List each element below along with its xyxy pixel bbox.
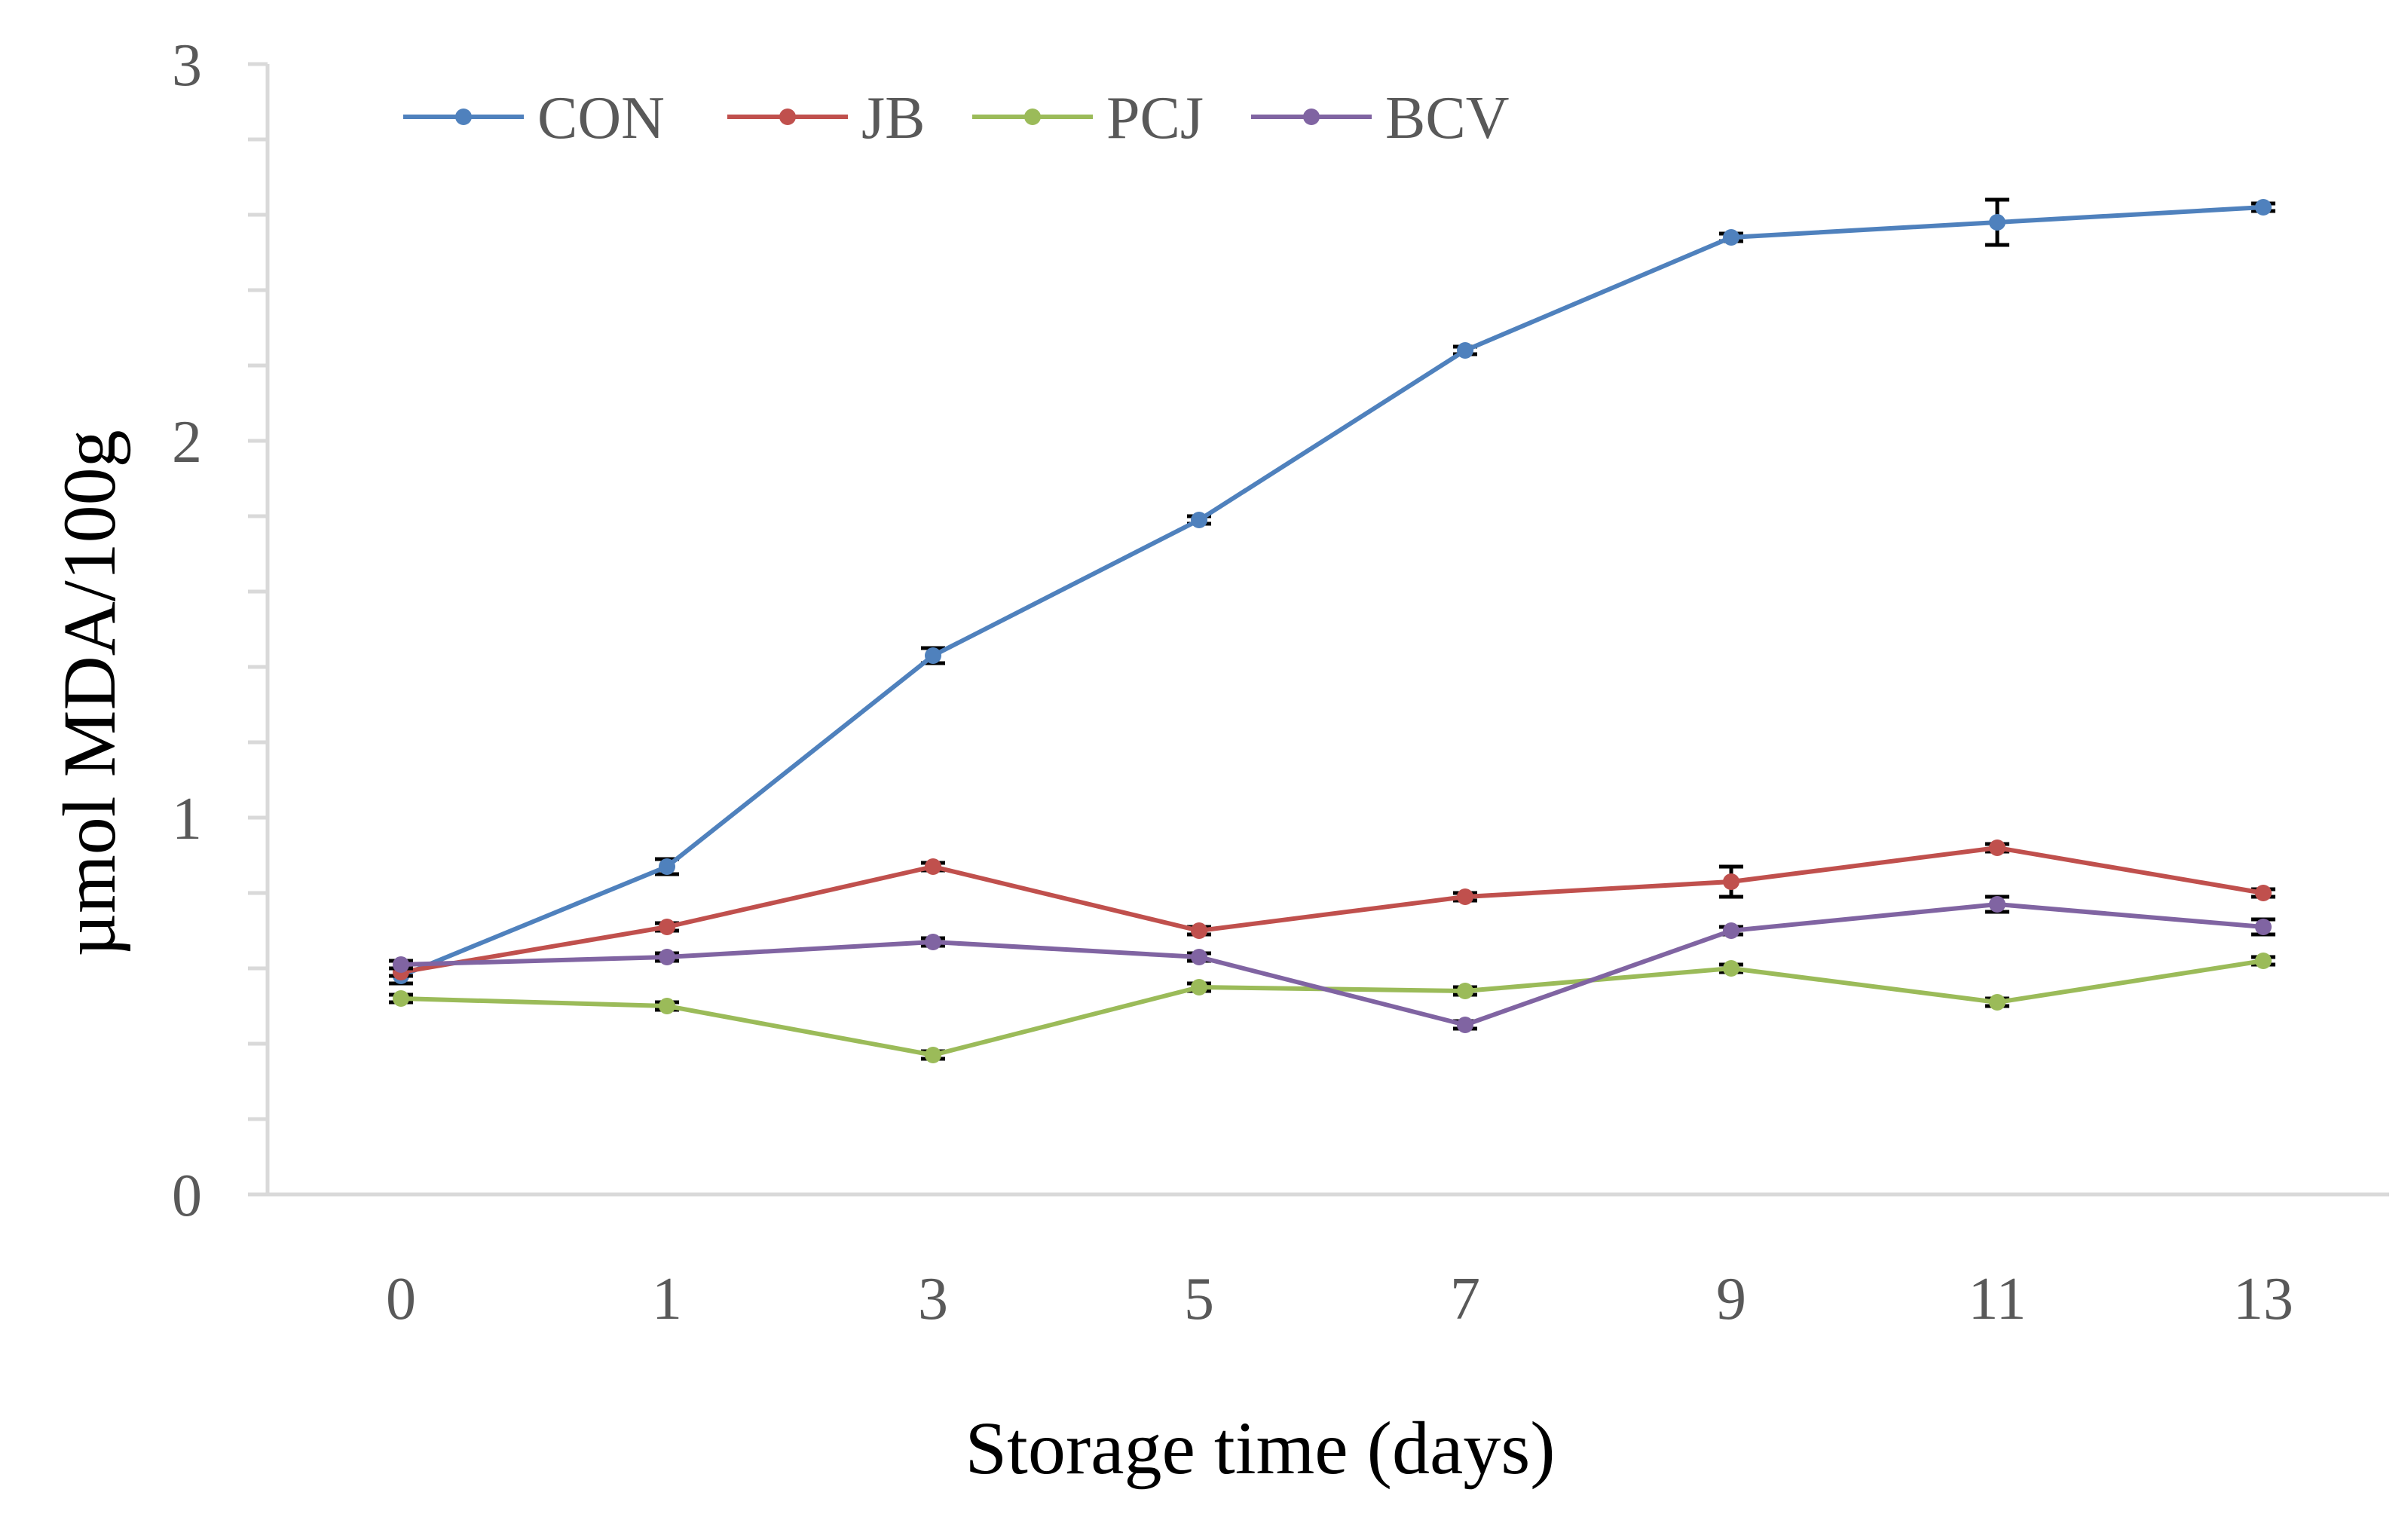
data-point: [1457, 888, 1473, 905]
data-point: [1989, 896, 2006, 913]
data-point: [659, 998, 675, 1014]
data-point: [1457, 342, 1473, 359]
data-point: [1723, 229, 1739, 246]
series-pcj: [389, 953, 2275, 1063]
x-tick-label: 11: [1968, 1266, 2026, 1332]
legend-label: CON: [537, 85, 665, 151]
data-point: [393, 990, 409, 1007]
data-point: [1989, 839, 2006, 856]
x-tick-label: 9: [1716, 1266, 1746, 1332]
series-con: [389, 197, 2275, 986]
data-point: [1191, 512, 1207, 528]
data-point: [2255, 199, 2272, 216]
legend: CON JB PCJ BCV: [403, 85, 1510, 151]
y-tick-label: 3: [172, 32, 202, 99]
data-point: [925, 934, 941, 950]
data-point: [1989, 214, 2006, 231]
data-point: [659, 858, 675, 875]
series-line: [399, 205, 2264, 978]
legend-label: JB: [861, 85, 926, 151]
x-tick-label: 0: [386, 1266, 416, 1332]
data-point: [1723, 960, 1739, 977]
x-tick-label: 1: [652, 1266, 682, 1332]
x-tick-label: 7: [1450, 1266, 1480, 1332]
y-axis-title: µmol MDA/100g: [47, 430, 131, 956]
legend-item-jb: JB: [727, 85, 926, 151]
x-tick-label: 3: [918, 1266, 948, 1332]
data-point: [1457, 1017, 1473, 1033]
data-point: [1191, 949, 1207, 965]
x-axis-title: Storage time (days): [965, 1406, 1555, 1490]
data-point: [1191, 979, 1207, 995]
data-point: [1191, 922, 1207, 939]
legend-item-bcv: BCV: [1251, 85, 1510, 151]
data-point: [2255, 885, 2272, 901]
x-tick-label: 5: [1184, 1266, 1214, 1332]
legend-marker: [455, 109, 472, 125]
legend-label: PCJ: [1106, 85, 1204, 151]
legend-item-con: CON: [403, 85, 665, 151]
data-point: [393, 956, 409, 973]
legend-item-pcj: PCJ: [972, 85, 1204, 151]
data-point: [2255, 919, 2272, 935]
series-group: [389, 197, 2275, 1063]
data-point: [925, 1047, 941, 1063]
data-point: [1457, 983, 1473, 999]
series-bcv: [389, 895, 2275, 1033]
data-point: [659, 949, 675, 965]
series-line: [400, 846, 2264, 974]
data-point: [925, 858, 941, 875]
legend-marker: [779, 109, 796, 125]
legend-marker: [1303, 109, 1320, 125]
legend-marker: [1024, 109, 1041, 125]
data-point: [925, 647, 941, 664]
data-point: [659, 919, 675, 935]
series-line: [400, 902, 2264, 1027]
legend-label: BCV: [1385, 85, 1510, 151]
data-point: [1989, 994, 2006, 1011]
data-point: [1723, 873, 1739, 890]
y-tick-label: 1: [172, 786, 202, 852]
y-tick-label: 2: [172, 409, 202, 476]
data-point: [1723, 922, 1739, 939]
x-tick-label: 13: [2233, 1266, 2293, 1332]
series-line: [400, 959, 2264, 1057]
data-point: [2255, 953, 2272, 969]
y-tick-label: 0: [172, 1163, 202, 1229]
